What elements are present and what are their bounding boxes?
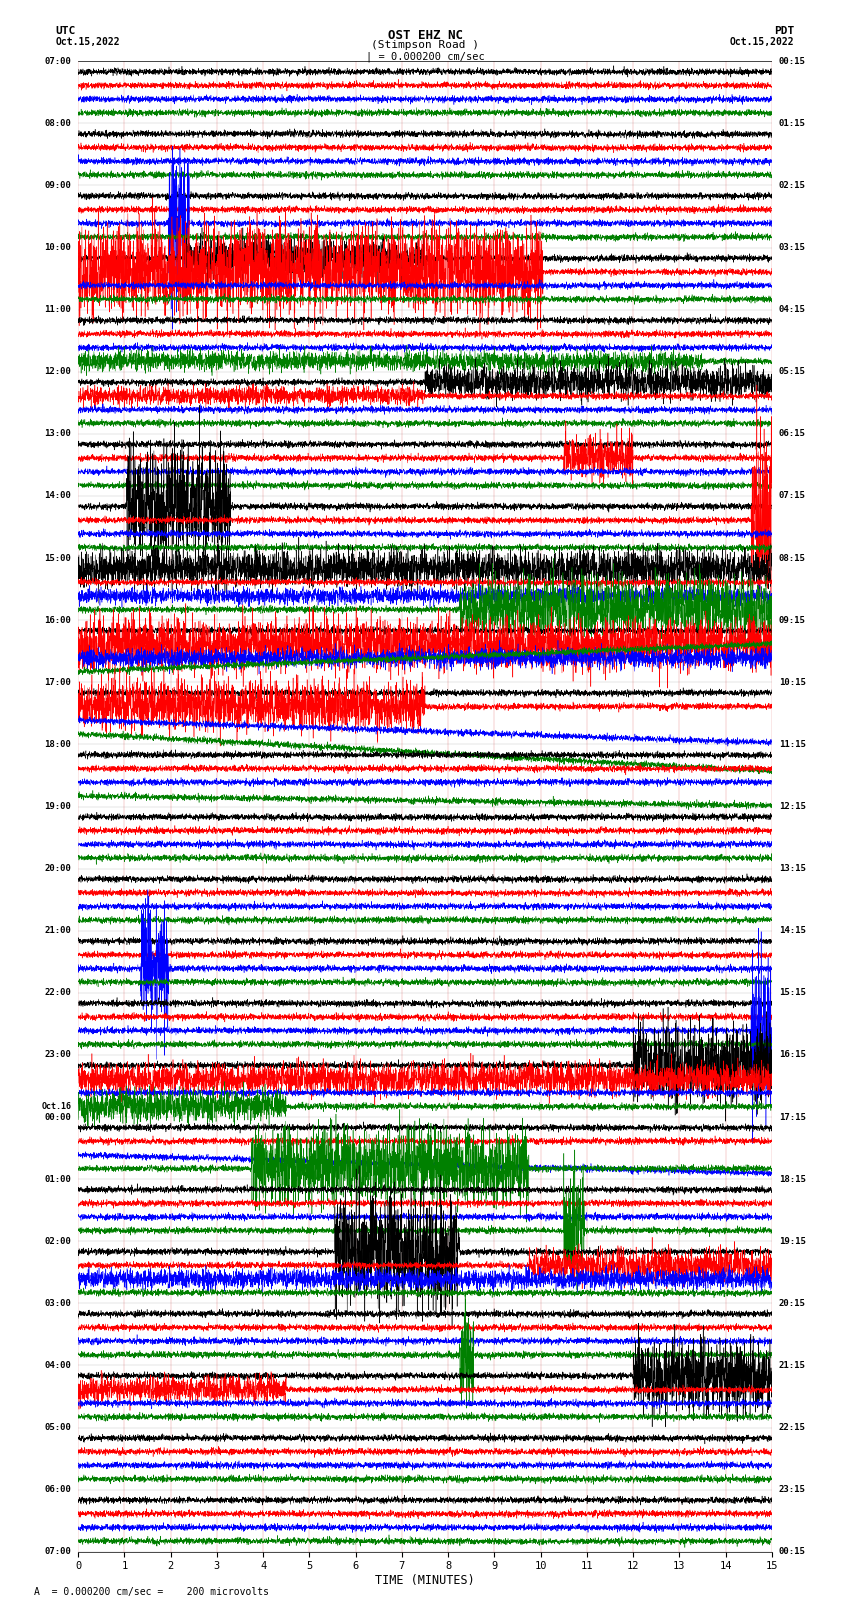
- Text: 15:00: 15:00: [44, 553, 71, 563]
- Text: 04:15: 04:15: [779, 305, 806, 315]
- Text: 07:00: 07:00: [44, 1547, 71, 1557]
- Text: 01:15: 01:15: [779, 119, 806, 127]
- Text: 11:00: 11:00: [44, 305, 71, 315]
- Text: 17:15: 17:15: [779, 1113, 806, 1121]
- Text: 05:15: 05:15: [779, 368, 806, 376]
- Text: 03:15: 03:15: [779, 244, 806, 252]
- Text: 13:00: 13:00: [44, 429, 71, 439]
- Text: 16:00: 16:00: [44, 616, 71, 624]
- Text: 06:15: 06:15: [779, 429, 806, 439]
- Text: 10:15: 10:15: [779, 677, 806, 687]
- Text: 18:15: 18:15: [779, 1174, 806, 1184]
- Text: 15:15: 15:15: [779, 989, 806, 997]
- Text: 08:15: 08:15: [779, 553, 806, 563]
- Text: Oct.15,2022: Oct.15,2022: [730, 37, 795, 47]
- Text: 08:00: 08:00: [44, 119, 71, 127]
- Text: 21:15: 21:15: [779, 1361, 806, 1369]
- Text: 01:00: 01:00: [44, 1174, 71, 1184]
- Text: 17:00: 17:00: [44, 677, 71, 687]
- Text: 07:00: 07:00: [44, 56, 71, 66]
- Text: 19:00: 19:00: [44, 802, 71, 811]
- Text: 09:00: 09:00: [44, 181, 71, 190]
- Text: 12:15: 12:15: [779, 802, 806, 811]
- Text: 23:00: 23:00: [44, 1050, 71, 1060]
- Text: 02:15: 02:15: [779, 181, 806, 190]
- Text: Oct.16: Oct.16: [42, 1102, 71, 1111]
- Text: 14:15: 14:15: [779, 926, 806, 936]
- Text: 20:15: 20:15: [779, 1298, 806, 1308]
- Text: 18:00: 18:00: [44, 740, 71, 748]
- Text: 13:15: 13:15: [779, 865, 806, 873]
- Text: 21:00: 21:00: [44, 926, 71, 936]
- Text: 20:00: 20:00: [44, 865, 71, 873]
- Text: 22:15: 22:15: [779, 1423, 806, 1432]
- Text: 12:00: 12:00: [44, 368, 71, 376]
- Text: 09:15: 09:15: [779, 616, 806, 624]
- Text: 06:00: 06:00: [44, 1486, 71, 1494]
- Text: 04:00: 04:00: [44, 1361, 71, 1369]
- Text: 23:15: 23:15: [779, 1486, 806, 1494]
- Text: (Stimpson Road ): (Stimpson Road ): [371, 40, 479, 50]
- Text: 07:15: 07:15: [779, 492, 806, 500]
- Text: Oct.15,2022: Oct.15,2022: [55, 37, 120, 47]
- Text: 03:00: 03:00: [44, 1298, 71, 1308]
- Text: 19:15: 19:15: [779, 1237, 806, 1245]
- Text: 05:00: 05:00: [44, 1423, 71, 1432]
- Text: A  = 0.000200 cm/sec =    200 microvolts: A = 0.000200 cm/sec = 200 microvolts: [34, 1587, 269, 1597]
- Text: 00:00: 00:00: [44, 1113, 71, 1121]
- Text: 02:00: 02:00: [44, 1237, 71, 1245]
- Text: 00:15: 00:15: [779, 56, 806, 66]
- Text: 16:15: 16:15: [779, 1050, 806, 1060]
- Text: UTC: UTC: [55, 26, 76, 35]
- Text: 22:00: 22:00: [44, 989, 71, 997]
- Text: 14:00: 14:00: [44, 492, 71, 500]
- Text: PDT: PDT: [774, 26, 795, 35]
- Text: OST EHZ NC: OST EHZ NC: [388, 29, 462, 42]
- Text: | = 0.000200 cm/sec: | = 0.000200 cm/sec: [366, 52, 484, 63]
- X-axis label: TIME (MINUTES): TIME (MINUTES): [375, 1574, 475, 1587]
- Text: 10:00: 10:00: [44, 244, 71, 252]
- Text: 11:15: 11:15: [779, 740, 806, 748]
- Text: 00:15: 00:15: [779, 1547, 806, 1557]
